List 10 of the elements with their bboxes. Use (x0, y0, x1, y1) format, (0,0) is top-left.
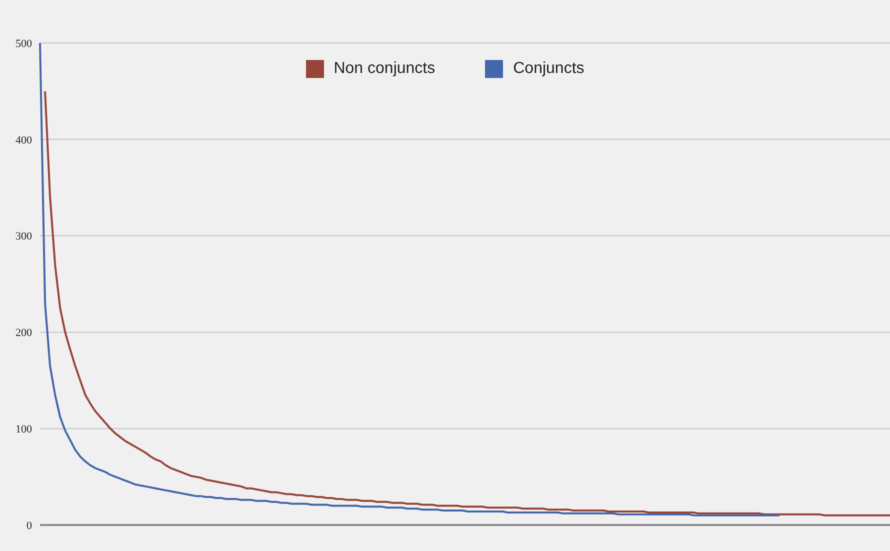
y-tick-label: 0 (26, 520, 32, 532)
legend-label: Conjuncts (513, 60, 584, 78)
y-tick-label: 400 (16, 134, 32, 146)
y-tick-label: 300 (16, 230, 32, 243)
y-tick-label: 200 (16, 327, 32, 340)
y-tick-label: 500 (16, 38, 32, 50)
y-tick-label: 100 (16, 424, 32, 436)
line-series (39, 43, 780, 516)
legend-label: Non conjuncts (334, 60, 436, 78)
line-series (44, 90, 890, 516)
